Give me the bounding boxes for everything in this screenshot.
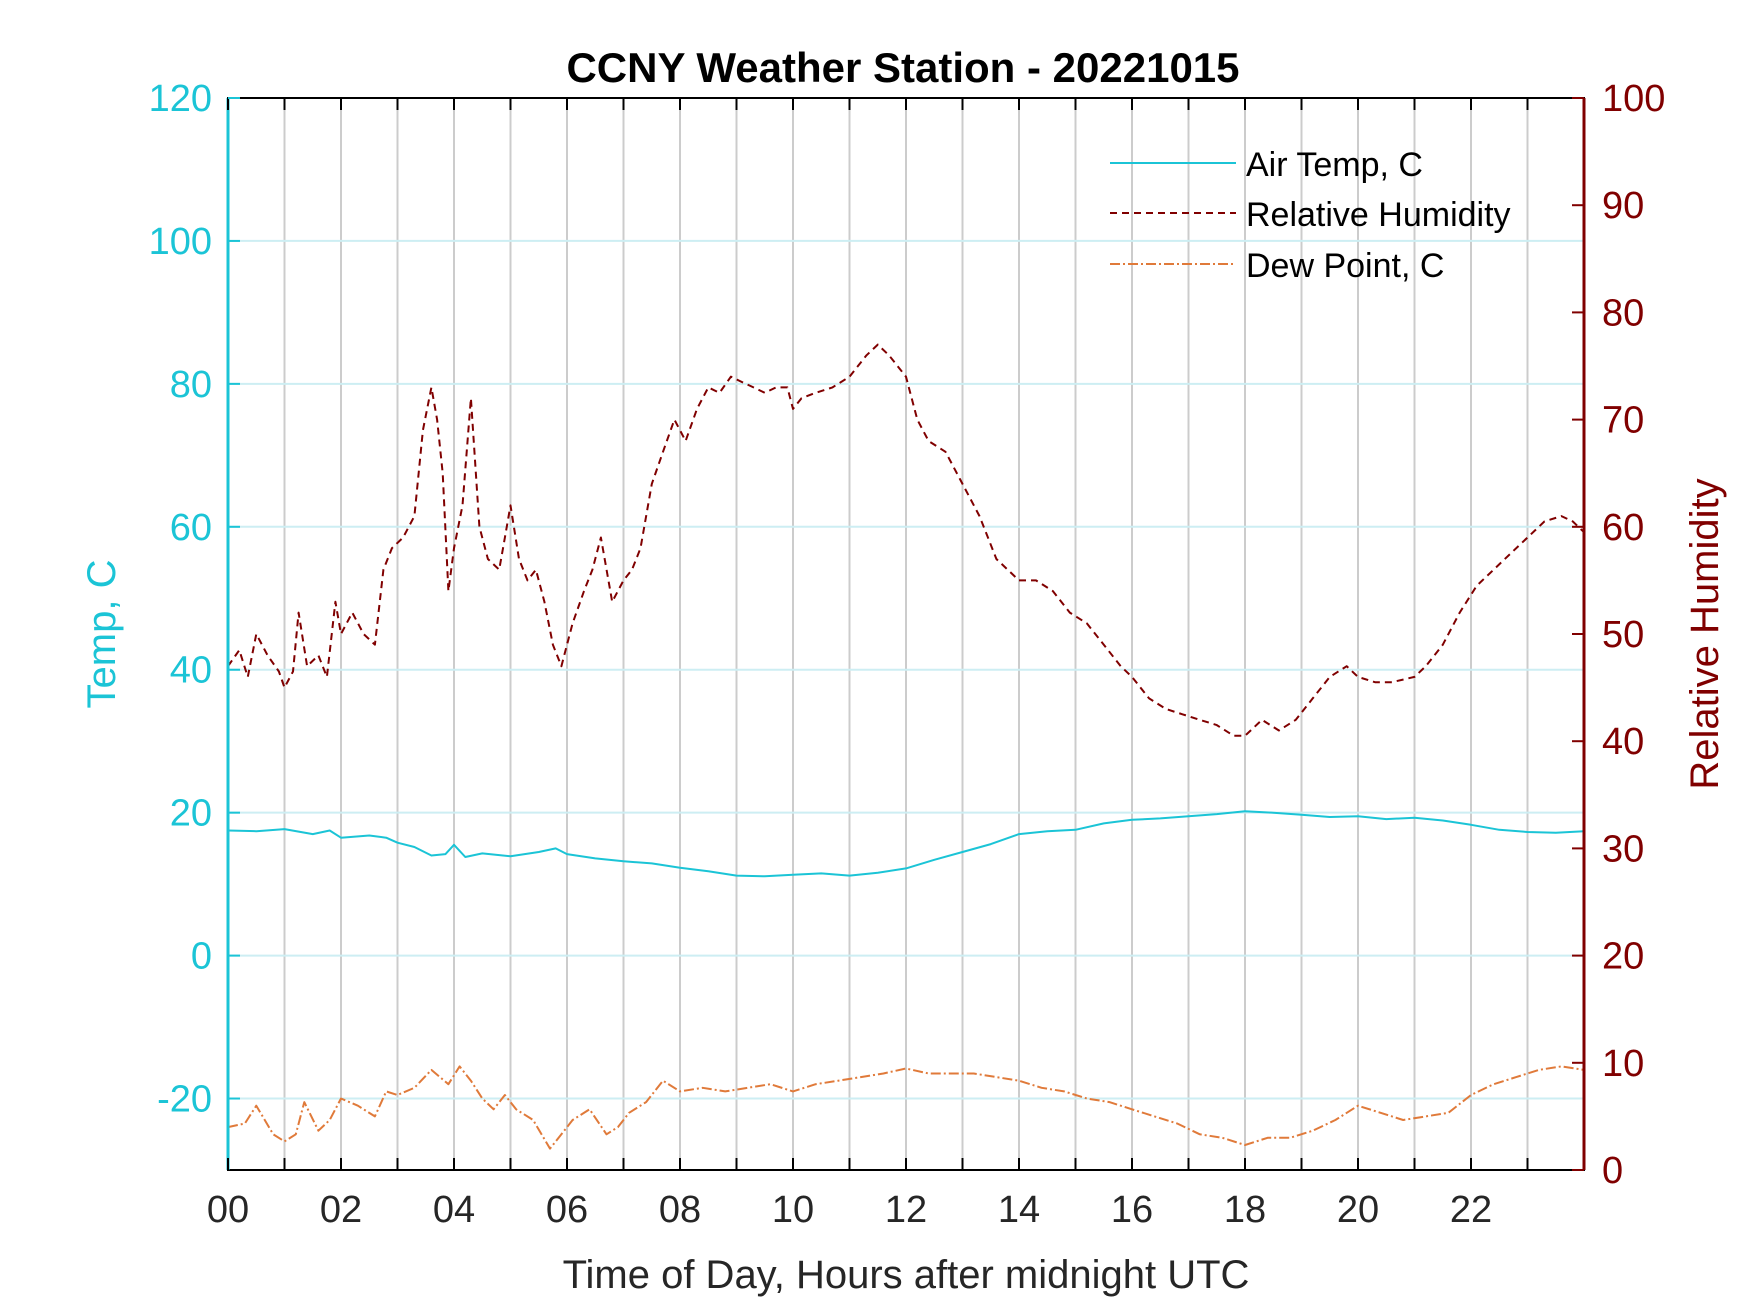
series-line-dew-point-c — [227, 1065, 1585, 1150]
left-tick-label: -20 — [157, 1079, 212, 1121]
x-tick-label: 20 — [1337, 1189, 1379, 1231]
x-tick-label: 14 — [998, 1189, 1040, 1231]
legend-label-dew-point: Dew Point, C — [1246, 247, 1444, 285]
right-tick-label: 10 — [1602, 1043, 1644, 1085]
right-tick-label: 0 — [1602, 1150, 1623, 1192]
x-tick-label: 00 — [207, 1189, 249, 1231]
right-tick-label: 50 — [1602, 614, 1644, 656]
left-tick-label: 80 — [170, 364, 212, 406]
x-tick-label: 04 — [433, 1189, 475, 1231]
x-tick-label: 06 — [546, 1189, 588, 1231]
right-tick-label: 70 — [1602, 400, 1644, 442]
x-tick-label: 12 — [885, 1189, 927, 1231]
legend-label-air-temp: Air Temp, C — [1246, 146, 1423, 184]
left-tick-label: 60 — [170, 507, 212, 549]
series-line-relative-humidity — [227, 343, 1585, 737]
right-tick-label: 100 — [1602, 78, 1665, 120]
left-axis-label: Temp, C — [80, 560, 124, 709]
legend-label-relative-humidity: Relative Humidity — [1246, 196, 1511, 234]
x-tick-label: 18 — [1224, 1189, 1266, 1231]
left-tick-label: 0 — [191, 936, 212, 978]
legend: Air Temp, C Relative Humidity Dew Point,… — [1110, 146, 1511, 285]
x-tick-label: 02 — [320, 1189, 362, 1231]
left-tick-label: 100 — [149, 221, 212, 263]
left-axis-ticks: -20 0 20 40 60 80 100 120 — [149, 78, 240, 1121]
grid — [228, 98, 1584, 1170]
x-tick-label: 08 — [659, 1189, 701, 1231]
x-tick-label: 16 — [1111, 1189, 1153, 1231]
x-tick-label: 22 — [1450, 1189, 1492, 1231]
series-layer — [227, 343, 1585, 1150]
right-axis-ticks: 0 10 20 30 40 50 60 70 80 90 100 — [1572, 78, 1665, 1192]
left-tick-label: 20 — [170, 793, 212, 835]
chart-title: CCNY Weather Station - 20221015 — [566, 44, 1239, 91]
x-axis-label: Time of Day, Hours after midnight UTC — [563, 1253, 1250, 1297]
right-tick-label: 40 — [1602, 721, 1644, 763]
left-tick-label: 120 — [149, 78, 212, 120]
right-tick-label: 90 — [1602, 185, 1644, 227]
right-tick-label: 60 — [1602, 507, 1644, 549]
x-axis-ticks: 00 02 04 06 08 10 12 14 16 18 20 22 — [207, 98, 1529, 1231]
right-axis-label: Relative Humidity — [1683, 478, 1727, 789]
series-line-air-temp-c — [227, 810, 1585, 878]
right-tick-label: 80 — [1602, 292, 1644, 334]
left-tick-label: 40 — [170, 650, 212, 692]
right-tick-label: 30 — [1602, 828, 1644, 870]
right-tick-label: 20 — [1602, 936, 1644, 978]
x-tick-label: 10 — [772, 1189, 814, 1231]
